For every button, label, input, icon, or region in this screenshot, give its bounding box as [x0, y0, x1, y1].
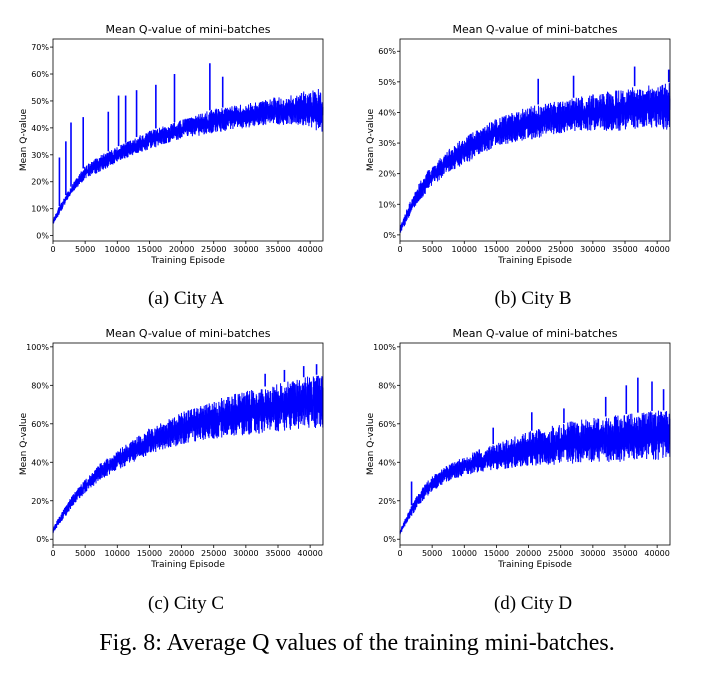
y-axis-label: Mean Q-value: [19, 412, 29, 475]
x-tick-label: 30000: [580, 549, 605, 558]
x-axis-label: Training Episode: [497, 560, 572, 570]
chart-panel-a: Mean Q-value of mini-batches 0 5000 10000 15…: [19, 23, 324, 309]
y-tick-label: 70%: [31, 43, 49, 52]
x-tick-label: 40000: [644, 245, 669, 254]
chart-title: Mean Q-value of mini-batches: [105, 23, 270, 36]
subfigure-caption-a: (a) City A: [148, 288, 224, 309]
x-tick-label: 25000: [201, 245, 226, 254]
y-tick-label: 50%: [378, 78, 396, 87]
y-tick-label: 80%: [31, 381, 49, 390]
y-axis-label: Mean Q-value: [366, 412, 376, 475]
q-value-series-line: [399, 83, 671, 233]
x-tick-label: 0: [397, 245, 402, 254]
q-value-series-line: [52, 89, 324, 224]
y-tick-label: 50%: [31, 97, 49, 106]
x-tick-label: 40000: [644, 549, 669, 558]
y-tick-label: 40%: [378, 108, 396, 117]
x-tick-label: 5000: [75, 245, 95, 254]
y-axis-label: Mean Q-value: [19, 108, 29, 171]
x-tick-label: 10000: [105, 245, 130, 254]
subfigure-caption-c: (c) City C: [148, 593, 224, 614]
y-tick-label: 60%: [31, 420, 49, 429]
x-tick-label: 20000: [169, 549, 194, 558]
x-tick-label: 15000: [484, 245, 509, 254]
x-tick-label: 30000: [233, 245, 258, 254]
figure-caption: Fig. 8: Average Q values of the training…: [99, 630, 615, 656]
x-tick-label: 20000: [169, 245, 194, 254]
y-tick-label: 0%: [383, 231, 396, 240]
chart-title: Mean Q-value of mini-batches: [452, 23, 617, 36]
x-axis-label: Training Episode: [150, 256, 225, 266]
y-tick-label: 40%: [378, 458, 396, 467]
y-tick-label: 20%: [31, 178, 49, 187]
x-tick-label: 5000: [422, 549, 442, 558]
chart-title: Mean Q-value of mini-batches: [105, 327, 270, 340]
y-tick-label: 0%: [36, 535, 49, 544]
x-tick-label: 35000: [612, 549, 637, 558]
x-tick-label: 5000: [75, 549, 95, 558]
chart-title: Mean Q-value of mini-batches: [452, 327, 617, 340]
figure: Mean Q-value of mini-batches 0 5000 10000 15…: [19, 23, 671, 614]
x-tick-label: 40000: [297, 549, 322, 558]
x-tick-label: 20000: [516, 245, 541, 254]
x-tick-label: 35000: [612, 245, 637, 254]
plot-frame: [399, 342, 671, 546]
q-value-series-line: [399, 410, 671, 535]
q-value-series-line: [52, 375, 324, 534]
x-tick-label: 30000: [233, 549, 258, 558]
x-tick-label: 15000: [484, 549, 509, 558]
y-tick-label: 80%: [378, 381, 396, 390]
chart-panel-b: Mean Q-value of mini-batches 0 5000 10000 15…: [366, 23, 671, 309]
plot-frame: [52, 342, 324, 546]
y-tick-label: 60%: [378, 47, 396, 56]
chart-panel-d: Mean Q-value of mini-batches 0 5000 10000 15…: [366, 327, 671, 614]
y-tick-label: 60%: [31, 70, 49, 79]
y-tick-label: 60%: [378, 420, 396, 429]
y-tick-label: 0%: [36, 232, 49, 241]
y-tick-label: 10%: [31, 205, 49, 214]
y-axis-label: Mean Q-value: [366, 108, 376, 171]
y-tick-label: 30%: [31, 151, 49, 160]
plot-frame: [52, 38, 324, 242]
x-tick-label: 15000: [137, 549, 162, 558]
x-tick-label: 10000: [452, 245, 477, 254]
x-tick-label: 30000: [580, 245, 605, 254]
x-tick-label: 25000: [548, 245, 573, 254]
y-tick-label: 40%: [31, 458, 49, 467]
x-tick-label: 0: [50, 549, 55, 558]
x-tick-label: 0: [50, 245, 55, 254]
y-tick-label: 100%: [26, 343, 49, 352]
x-axis-label: Training Episode: [150, 560, 225, 570]
x-tick-label: 25000: [201, 549, 226, 558]
x-tick-label: 0: [397, 549, 402, 558]
x-axis-label: Training Episode: [497, 256, 572, 266]
x-tick-label: 15000: [137, 245, 162, 254]
x-tick-label: 40000: [297, 245, 322, 254]
x-tick-label: 10000: [452, 549, 477, 558]
y-tick-label: 40%: [31, 124, 49, 133]
y-tick-label: 20%: [378, 170, 396, 179]
plot-frame: [399, 38, 671, 242]
x-tick-label: 35000: [265, 245, 290, 254]
x-tick-label: 20000: [516, 549, 541, 558]
subfigure-caption-b: (b) City B: [494, 288, 571, 309]
chart-panel-c: Mean Q-value of mini-batches 0 5000 10000 15…: [19, 327, 324, 614]
y-tick-label: 100%: [373, 343, 396, 352]
x-tick-label: 25000: [548, 549, 573, 558]
y-tick-label: 20%: [378, 497, 396, 506]
y-tick-label: 10%: [378, 200, 396, 209]
y-tick-label: 30%: [378, 139, 396, 148]
x-tick-label: 5000: [422, 245, 442, 254]
y-tick-label: 20%: [31, 497, 49, 506]
subfigure-caption-d: (d) City D: [494, 593, 572, 614]
x-tick-label: 10000: [105, 549, 130, 558]
y-tick-label: 0%: [383, 535, 396, 544]
x-tick-label: 35000: [265, 549, 290, 558]
